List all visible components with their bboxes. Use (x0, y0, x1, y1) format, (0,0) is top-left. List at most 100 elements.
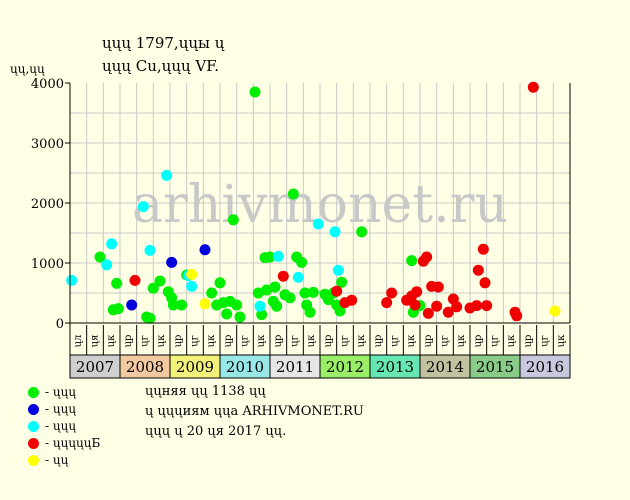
data-point (249, 86, 261, 98)
data-point (334, 305, 346, 317)
data-point (129, 274, 141, 286)
data-point (527, 81, 539, 93)
data-point (176, 299, 188, 311)
month-label: ųр (223, 335, 234, 348)
data-point (252, 287, 264, 299)
month-label: ųя (90, 335, 101, 348)
chart-title-line2: ųųų Cu,ųųų VF. (102, 57, 220, 75)
legend-item: - ųų (28, 451, 68, 469)
legend-swatch (28, 420, 39, 432)
data-point (271, 300, 283, 312)
data-point (331, 285, 343, 297)
year-label: 2015 (476, 358, 514, 376)
month-label: ųр (273, 335, 284, 348)
month-label: ųг (490, 335, 501, 347)
data-point (137, 201, 149, 213)
legend-label: - ųųųųųБ (45, 436, 101, 450)
data-point (511, 310, 523, 322)
y-tick-label: 1000 (31, 257, 64, 272)
data-point (256, 309, 268, 321)
month-label: ųр (173, 335, 184, 348)
month-label: ųг (240, 335, 251, 347)
data-point (431, 300, 443, 312)
month-label: ųл (73, 335, 84, 348)
year-label: 2011 (276, 358, 314, 376)
data-point (206, 287, 218, 299)
data-point (381, 297, 393, 309)
legend-item: - ųųų (28, 400, 76, 418)
data-point (199, 298, 211, 310)
data-point (147, 282, 159, 294)
month-label: ųг (540, 335, 551, 347)
data-point (307, 286, 319, 298)
month-label: ųг (140, 335, 151, 347)
data-point (221, 308, 233, 320)
legend-label: - ųųų (45, 385, 77, 399)
info-date: ųųų ų 20 ųя 2017 ųų. (145, 424, 287, 439)
legend-label: - ųųų (45, 419, 77, 433)
data-point (144, 312, 156, 324)
data-point (66, 274, 78, 286)
data-point (299, 287, 311, 299)
month-label: ųр (373, 335, 384, 348)
data-point (406, 255, 418, 267)
data-point (167, 299, 179, 311)
data-point (451, 301, 463, 313)
legend-label: - ųų (45, 453, 69, 467)
year-label: 2013 (376, 358, 414, 376)
data-point (272, 250, 284, 262)
data-point (346, 294, 358, 306)
data-point (386, 287, 398, 299)
data-point (234, 311, 246, 323)
data-point (287, 188, 299, 200)
data-point (292, 271, 304, 283)
month-label: ųр (323, 335, 334, 348)
year-label: 2009 (176, 358, 214, 376)
month-label: ųк (256, 334, 267, 347)
data-point (166, 256, 178, 268)
data-point (199, 244, 211, 256)
data-point (481, 300, 493, 312)
data-point (421, 251, 433, 263)
data-point (284, 292, 296, 304)
legend-swatch (28, 454, 39, 466)
data-point (432, 281, 444, 293)
month-label: ųр (423, 335, 434, 348)
data-point (269, 281, 281, 293)
data-point (477, 243, 489, 255)
legend-swatch (28, 403, 39, 415)
data-point (277, 270, 289, 282)
month-label: ųк (556, 334, 567, 347)
year-cell (519, 354, 571, 379)
data-point (261, 284, 273, 296)
data-point (214, 277, 226, 289)
data-point (101, 259, 113, 271)
data-point (442, 306, 454, 318)
year-label: 2014 (426, 358, 464, 376)
data-point (111, 277, 123, 289)
month-label: ųг (440, 335, 451, 347)
legend-item: - ųųų (28, 417, 76, 435)
data-point (231, 299, 243, 311)
month-label: ųр (123, 335, 134, 348)
year-label: 2007 (76, 358, 114, 376)
data-point (336, 276, 348, 288)
data-point (422, 307, 434, 319)
month-label: ųк (506, 334, 517, 347)
y-tick-label: 0 (56, 317, 64, 332)
data-point (112, 303, 124, 315)
month-label: ųк (406, 334, 417, 347)
data-point (411, 286, 423, 298)
data-point (549, 305, 561, 317)
data-point (264, 251, 276, 263)
data-point (472, 264, 484, 276)
year-label: 2012 (326, 358, 364, 376)
month-label: ųк (156, 334, 167, 347)
month-label: ųг (390, 335, 401, 347)
data-point (296, 256, 308, 268)
y-axis-unit-label: ųų,ųų (10, 62, 45, 76)
data-point (471, 300, 483, 312)
legend-swatch (28, 437, 39, 449)
month-label: ųк (306, 334, 317, 347)
data-point (144, 244, 156, 256)
